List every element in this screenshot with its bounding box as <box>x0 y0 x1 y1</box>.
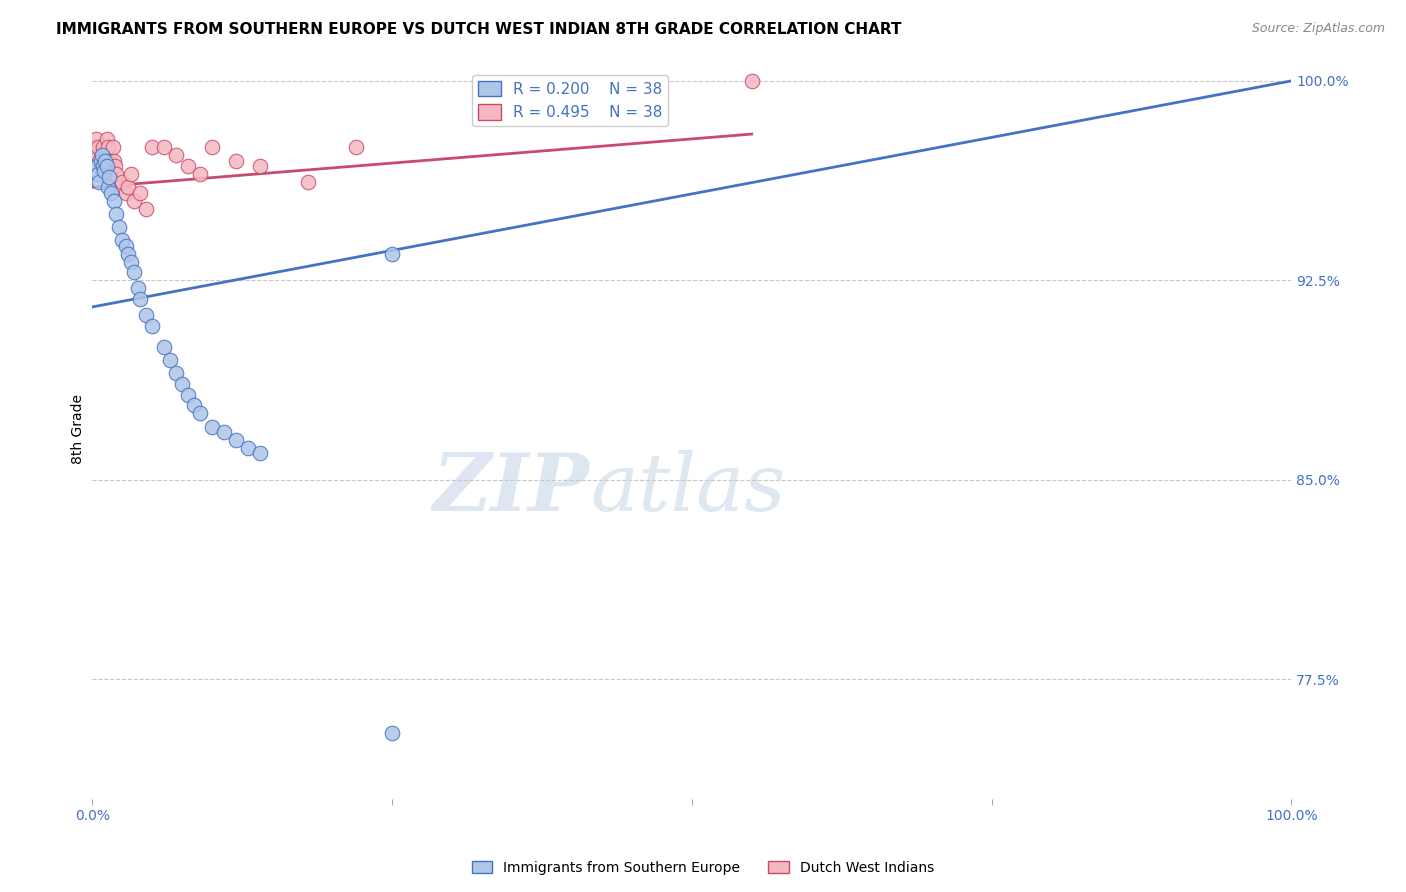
Point <box>91 140 114 154</box>
Point <box>249 446 271 460</box>
Point <box>94 153 117 168</box>
Point <box>117 247 139 261</box>
Point <box>89 175 111 189</box>
Point <box>129 186 152 200</box>
Point <box>87 140 110 154</box>
Point <box>117 180 139 194</box>
Point <box>105 167 128 181</box>
Point <box>90 153 112 168</box>
Point <box>103 153 125 168</box>
Point <box>83 140 105 154</box>
Point <box>225 433 247 447</box>
Point <box>107 180 129 194</box>
Y-axis label: 8th Grade: 8th Grade <box>72 394 86 465</box>
Point <box>172 377 194 392</box>
Text: IMMIGRANTS FROM SOUTHERN EUROPE VS DUTCH WEST INDIAN 8TH GRADE CORRELATION CHART: IMMIGRANTS FROM SOUTHERN EUROPE VS DUTCH… <box>56 22 901 37</box>
Point <box>89 153 111 168</box>
Point <box>165 367 187 381</box>
Text: ZIP: ZIP <box>433 450 591 527</box>
Point <box>114 239 136 253</box>
Point <box>177 159 200 173</box>
Point <box>381 725 404 739</box>
Point <box>741 74 763 88</box>
Point <box>120 254 142 268</box>
Point <box>90 159 112 173</box>
Point <box>381 247 404 261</box>
Point <box>177 388 200 402</box>
Point <box>188 406 211 420</box>
Point <box>212 425 235 439</box>
Point <box>84 132 107 146</box>
Point <box>104 159 127 173</box>
Legend: R = 0.200    N = 38, R = 0.495    N = 38: R = 0.200 N = 38, R = 0.495 N = 38 <box>471 75 668 127</box>
Point <box>93 153 115 168</box>
Point <box>86 148 108 162</box>
Point <box>111 234 134 248</box>
Point <box>183 398 205 412</box>
Point <box>97 140 120 154</box>
Point <box>101 140 124 154</box>
Point <box>141 318 163 333</box>
Point <box>236 441 259 455</box>
Point <box>86 159 108 173</box>
Point <box>96 159 118 173</box>
Point <box>100 159 122 173</box>
Point <box>153 140 176 154</box>
Point <box>153 340 176 354</box>
Legend: Immigrants from Southern Europe, Dutch West Indians: Immigrants from Southern Europe, Dutch W… <box>465 855 941 880</box>
Point <box>165 148 187 162</box>
Point <box>114 186 136 200</box>
Point <box>297 175 319 189</box>
Point <box>249 159 271 173</box>
Point <box>122 265 145 279</box>
Point <box>135 308 157 322</box>
Point <box>122 194 145 208</box>
Point <box>188 167 211 181</box>
Point <box>103 194 125 208</box>
Point <box>94 148 117 162</box>
Point <box>96 132 118 146</box>
Point <box>111 175 134 189</box>
Point <box>98 167 121 181</box>
Point <box>107 220 129 235</box>
Point <box>344 140 367 154</box>
Point <box>91 159 114 173</box>
Point <box>159 353 181 368</box>
Point <box>98 169 121 184</box>
Point <box>90 148 112 162</box>
Point <box>141 140 163 154</box>
Point <box>105 207 128 221</box>
Point <box>120 167 142 181</box>
Point <box>201 140 224 154</box>
Point <box>93 164 115 178</box>
Point <box>100 186 122 200</box>
Text: Source: ZipAtlas.com: Source: ZipAtlas.com <box>1251 22 1385 36</box>
Point <box>127 281 149 295</box>
Text: atlas: atlas <box>591 450 785 527</box>
Point <box>225 153 247 168</box>
Point <box>87 167 110 181</box>
Point <box>135 202 157 216</box>
Point <box>90 148 112 162</box>
Point <box>97 180 120 194</box>
Point <box>201 419 224 434</box>
Point <box>98 153 121 168</box>
Point <box>129 292 152 306</box>
